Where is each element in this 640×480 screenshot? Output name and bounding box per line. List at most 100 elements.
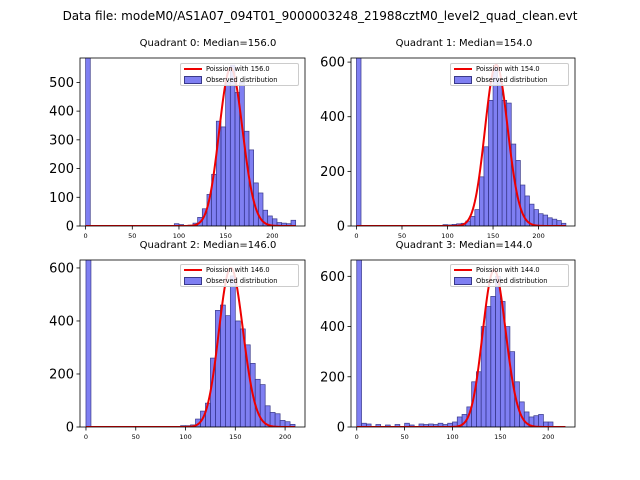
histogram-bar [220, 126, 226, 226]
x-tick-label: 200 [279, 433, 291, 441]
x-tick-label: 0 [84, 232, 88, 240]
y-tick-label: 400 [49, 105, 74, 120]
poisson-curve [356, 63, 566, 226]
quadrant-1-legend: Poission with 154.0 Observed distributio… [450, 63, 569, 86]
histogram-bar [469, 216, 476, 226]
x-tick-label: 100 [446, 433, 458, 441]
quadrant-2-plot: 0 50 100 150 200 0 200 400 600 [49, 259, 306, 441]
histogram-bar [547, 217, 553, 226]
x-tick-label: 50 [398, 232, 406, 240]
histogram-bar [356, 260, 362, 427]
histogram-bar [488, 99, 494, 226]
quadrant-2-legend: Poission with 146.0 Observed distributio… [180, 264, 299, 287]
y-tick-label: 400 [320, 110, 345, 125]
histogram-bar [560, 222, 567, 226]
histogram-bars [356, 58, 567, 226]
histogram-bar [85, 58, 91, 226]
y-tick-label: 300 [49, 133, 74, 148]
observed-bar-swatch [184, 76, 202, 84]
y-tick-label: 500 [49, 76, 74, 91]
x-tick-label: 150 [487, 232, 499, 240]
x-tick-label: 150 [494, 433, 506, 441]
poisson-curve [356, 269, 566, 427]
observed-bar-swatch [454, 76, 472, 84]
y-tick-label: 0 [337, 220, 345, 235]
y-tick-label: 600 [320, 56, 345, 71]
histogram-bar [479, 176, 485, 226]
poisson-line-swatch [184, 269, 202, 271]
histogram-bar [483, 146, 489, 226]
plot-frame [79, 57, 306, 227]
quadrant-2-title: Quadrant 2: Median=146.0 [139, 240, 277, 251]
x-tick-label: 50 [132, 433, 140, 441]
histogram-bar [274, 413, 281, 427]
y-tick-label: 400 [320, 320, 345, 335]
x-tick-label: 200 [532, 232, 544, 240]
y-tick-label: 400 [49, 314, 74, 329]
y-tick-label: 0 [66, 421, 74, 436]
y-tick-label: 0 [66, 220, 74, 235]
quadrant-3-title: Quadrant 3: Median=144.0 [395, 240, 533, 251]
legend-observed-label: Observed distribution [476, 76, 548, 84]
x-tick-label: 150 [219, 232, 231, 240]
x-tick-label: 50 [400, 433, 408, 441]
histogram-bar [533, 415, 539, 427]
legend-poisson-label: Poission with 154.0 [476, 65, 540, 73]
histogram-bar [225, 315, 231, 427]
histogram-bar [239, 82, 245, 226]
histogram-bar [490, 296, 496, 427]
histogram-bar [234, 92, 240, 226]
histogram-bar [538, 213, 544, 226]
quadrant-1-plot: 0 50 100 150 200 0 200 400 600 [320, 56, 576, 240]
histogram-bar [254, 378, 261, 427]
x-tick-label: 100 [173, 232, 185, 240]
quadrant-0-title: Quadrant 0: Median=156.0 [139, 38, 277, 49]
histogram-bar [520, 184, 526, 226]
histogram-bar [538, 414, 544, 427]
figure-title: Data file: modeM0/AS1A07_094T01_90000032… [62, 9, 578, 23]
histogram-bar [485, 306, 492, 427]
x-tick-label: 50 [128, 232, 136, 240]
histogram-bars [85, 58, 297, 226]
histogram-bar [289, 424, 296, 427]
y-tick-label: 200 [320, 165, 345, 180]
legend-observed-label: Observed distribution [476, 277, 548, 285]
histogram-bars [356, 260, 554, 427]
plot-frame [350, 259, 576, 428]
legend-poisson-label: Poission with 146.0 [206, 266, 270, 274]
histogram-bar [495, 275, 501, 427]
histogram-bar [229, 275, 236, 427]
y-tick-label: 100 [49, 191, 74, 206]
quadrant-0-plot: 0 50 100 150 200 0 100 200 300 400 500 [49, 57, 306, 240]
poisson-line-swatch [454, 68, 472, 70]
x-tick-label: 100 [441, 232, 453, 240]
legend-observed-label: Observed distribution [206, 76, 278, 84]
x-tick-label: 200 [542, 433, 554, 441]
histogram-bar [225, 82, 231, 226]
y-tick-label: 600 [49, 261, 74, 276]
histogram-bar [356, 58, 362, 226]
y-tick-label: 200 [49, 367, 74, 382]
x-tick-label: 0 [355, 433, 359, 441]
histogram-bar [229, 64, 236, 226]
histogram-bar [497, 78, 503, 226]
histogram-bar [533, 209, 539, 226]
x-tick-label: 0 [354, 232, 358, 240]
poisson-line-swatch [454, 269, 472, 271]
histogram-bar [542, 214, 549, 226]
poisson-line-swatch [184, 68, 202, 70]
observed-bar-swatch [184, 277, 202, 285]
plot-frame [79, 259, 306, 428]
histogram-bar [492, 67, 498, 226]
x-tick-label: 150 [229, 433, 241, 441]
histogram-bar [220, 304, 226, 427]
histogram-bar [551, 218, 558, 226]
quadrant-3-plot: 0 50 100 150 200 0 200 400 600 [320, 259, 576, 441]
histogram-bar [85, 260, 92, 427]
observed-bar-swatch [454, 277, 472, 285]
y-tick-label: 0 [337, 421, 345, 436]
y-tick-label: 200 [49, 162, 74, 177]
quadrant-3-legend: Poission with 144.0 Observed distributio… [450, 264, 569, 287]
histogram-bar [474, 209, 480, 226]
histogram-bar [234, 320, 241, 427]
